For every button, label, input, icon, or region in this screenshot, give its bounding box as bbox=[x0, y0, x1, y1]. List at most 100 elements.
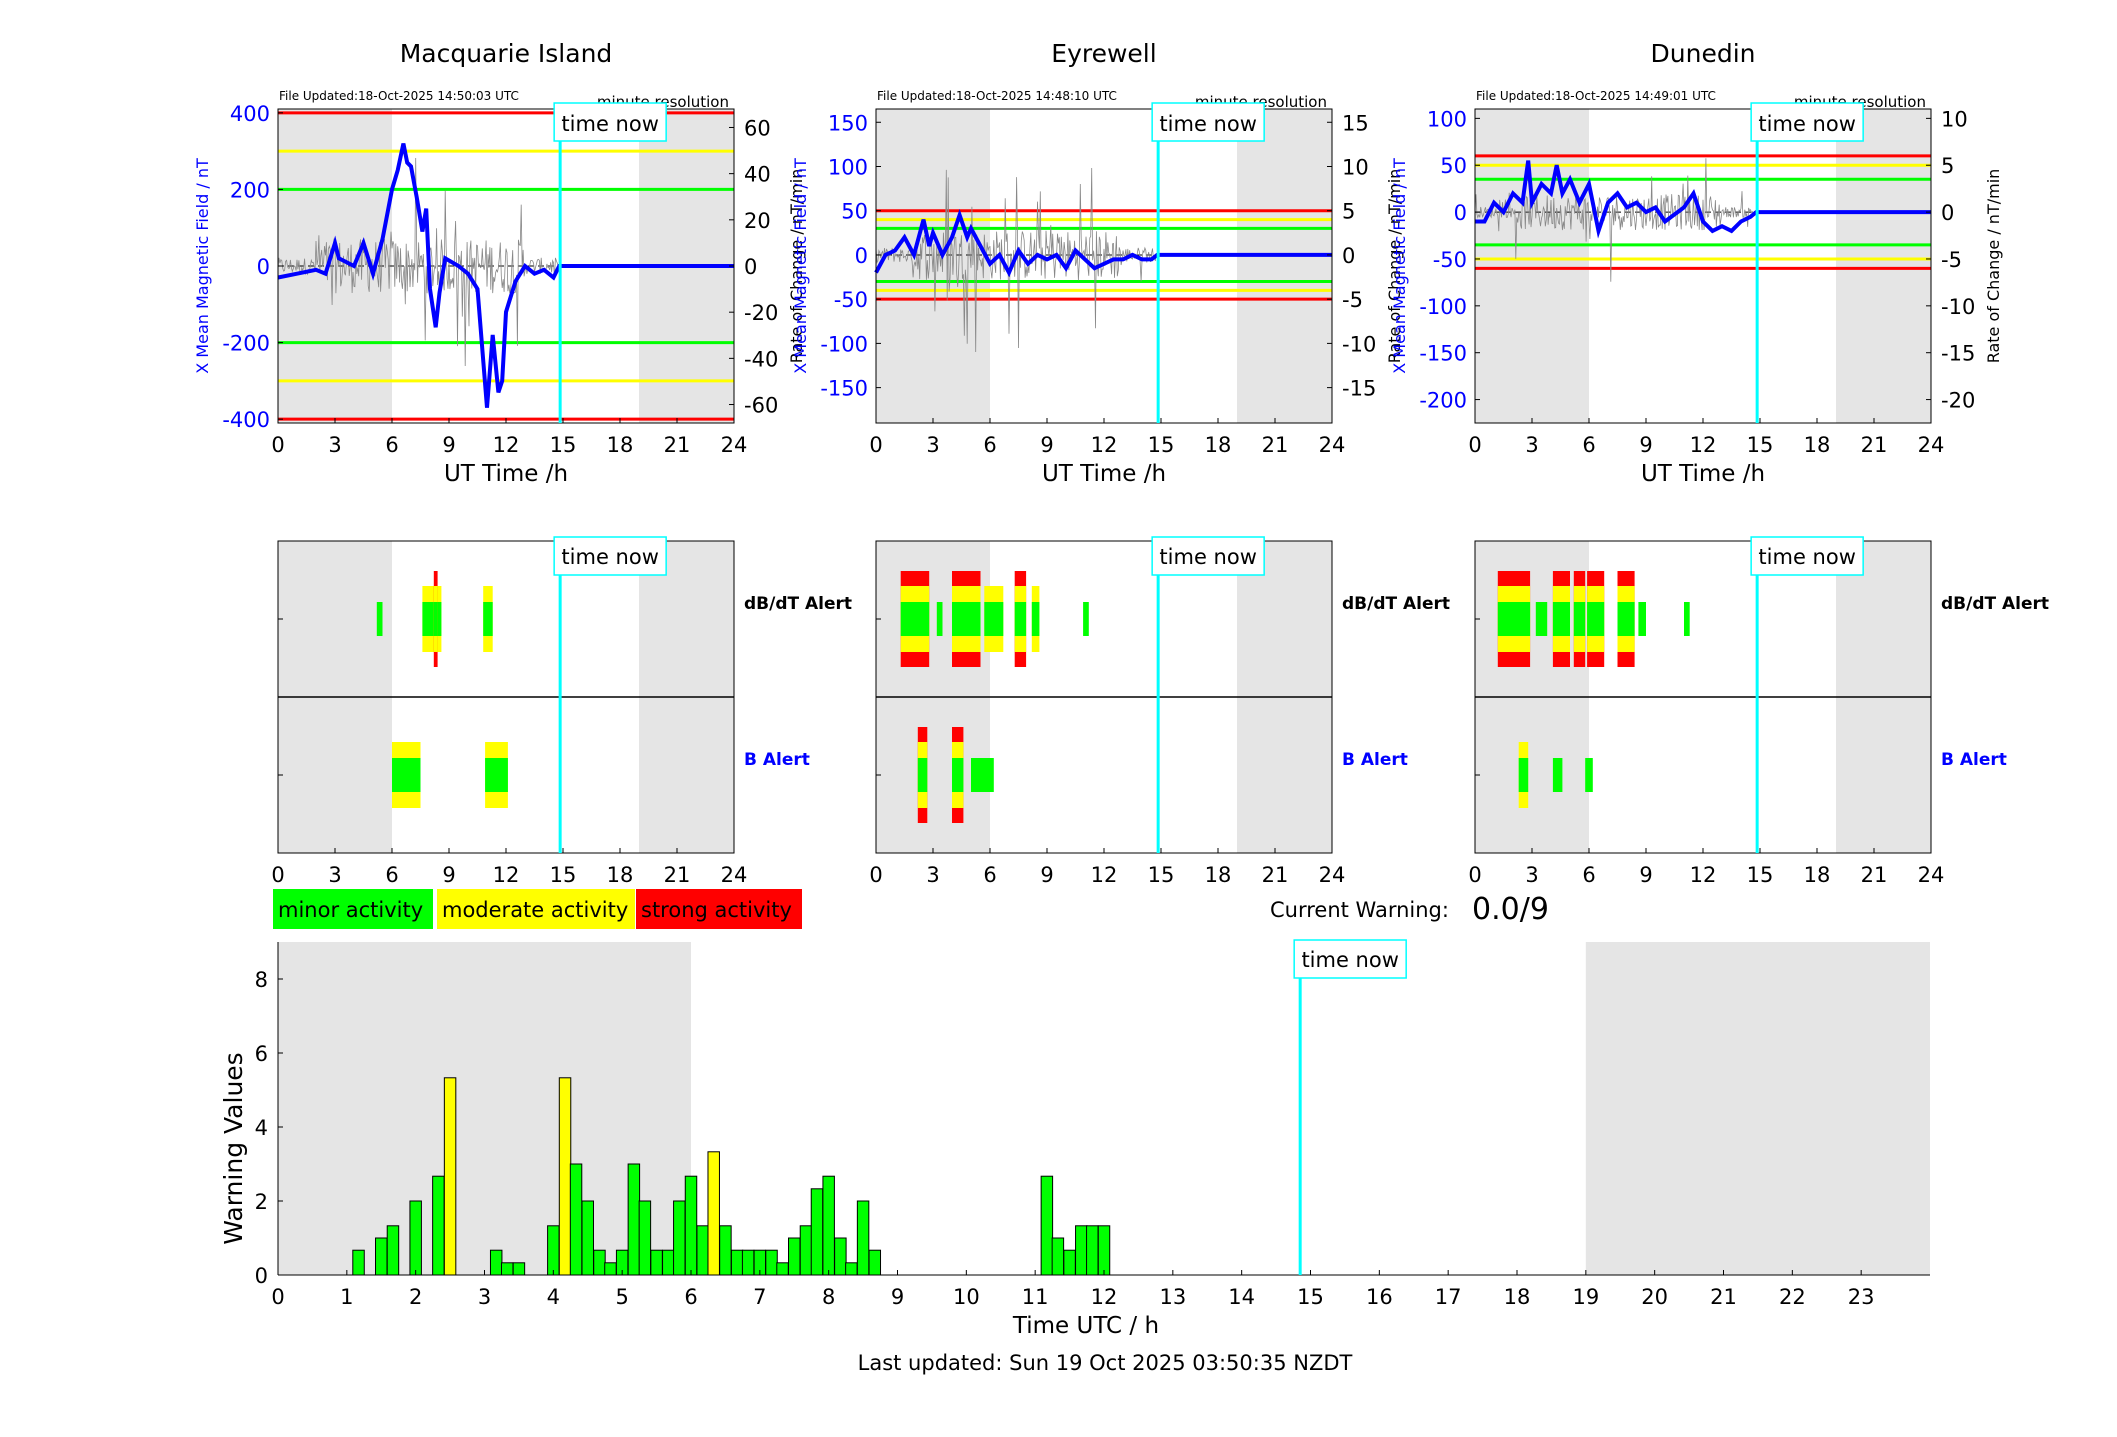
b-alert-minor bbox=[1585, 758, 1593, 792]
y-tick-label-left: -150 bbox=[1419, 342, 1467, 366]
dbdt-alert-minor bbox=[1497, 602, 1531, 636]
dbdt-alert-minor bbox=[952, 602, 981, 636]
warning-bar bbox=[662, 1249, 675, 1276]
x-tick-label: 18 bbox=[1504, 1285, 1531, 1309]
x-tick-label: 21 bbox=[664, 433, 691, 457]
y-tick-label-right: -5 bbox=[1342, 288, 1363, 312]
y-tick-label-left: -200 bbox=[222, 332, 270, 356]
x-tick-label: 9 bbox=[1639, 863, 1652, 887]
y-axis-label-left: X Mean Magnetic Field / nT bbox=[791, 158, 810, 374]
warning-bar bbox=[799, 1225, 813, 1276]
x-tick-label: 6 bbox=[385, 863, 398, 887]
dbdt-alert-minor bbox=[1552, 602, 1570, 636]
x-tick-label: 22 bbox=[1779, 1285, 1806, 1309]
warning-bar bbox=[547, 1225, 560, 1276]
dbdt-alert-minor bbox=[483, 602, 493, 636]
y-tick-label-right: -40 bbox=[744, 347, 778, 371]
x-tick-label: 23 bbox=[1848, 1285, 1875, 1309]
warning-bar bbox=[834, 1237, 847, 1276]
dbdt-alert-minor bbox=[433, 602, 438, 636]
y-tick-label-right: -60 bbox=[744, 394, 778, 418]
warning-bar bbox=[1051, 1237, 1065, 1276]
y-tick-label-left: -50 bbox=[834, 288, 868, 312]
y-tick-label-left: 100 bbox=[828, 155, 868, 179]
x-tick-label: 6 bbox=[1582, 433, 1595, 457]
x-tick-label: 12 bbox=[1690, 433, 1717, 457]
time-now-box bbox=[1750, 102, 1864, 142]
y-tick-label-left: 150 bbox=[828, 111, 868, 135]
x-tick-label: 5 bbox=[615, 1285, 628, 1309]
time-now-box bbox=[1750, 536, 1864, 576]
x-tick-label: 15 bbox=[1148, 863, 1175, 887]
x-tick-label: 3 bbox=[926, 433, 939, 457]
x-tick-label: 18 bbox=[607, 863, 634, 887]
legend-moderate-label: moderate activity bbox=[442, 898, 628, 922]
dbdt-alert-minor bbox=[1684, 602, 1690, 636]
alert-panel-1: 0 3 6 9 12 15 18 21 24 dB/dT Alert B Alert time now bbox=[869, 536, 1450, 887]
warning-bar bbox=[1040, 1175, 1054, 1276]
x-tick-label: 15 bbox=[550, 433, 577, 457]
legend-minor-label: minor activity bbox=[278, 898, 423, 922]
y-tick-label-left: 0 bbox=[855, 244, 868, 268]
time-now-box bbox=[1151, 102, 1265, 142]
file-updated-label: File Updated:18-Oct-2025 14:49:01 UTC bbox=[1476, 89, 1716, 103]
station-panel-1: Eyrewell File Updated:18-Oct-2025 14:48:1… bbox=[791, 39, 1404, 487]
b-alert-minor bbox=[485, 758, 508, 792]
time-now-label: time now bbox=[1758, 545, 1855, 569]
x-tick-label: 3 bbox=[1525, 433, 1538, 457]
legend-moderate-swatch bbox=[437, 889, 635, 929]
warning-bar bbox=[386, 1225, 400, 1276]
current-warning: Current Warning: 0.0/9 bbox=[1270, 892, 1549, 927]
y-tick-label-right: -5 bbox=[1941, 248, 1962, 272]
warning-bar bbox=[822, 1175, 835, 1276]
y-axis-label-right: Rate of Change / nT/min bbox=[1385, 169, 1404, 364]
night-band bbox=[1237, 109, 1332, 423]
y-tick-label: 2 bbox=[255, 1190, 268, 1214]
warning-bar bbox=[638, 1200, 652, 1276]
warning-bar bbox=[810, 1188, 824, 1276]
warning-bar bbox=[593, 1249, 606, 1276]
x-tick-label: 13 bbox=[1159, 1285, 1186, 1309]
dbdt-alert-label: dB/dT Alert bbox=[744, 594, 852, 614]
time-now-label: time now bbox=[1159, 112, 1256, 136]
time-now-label: time now bbox=[1301, 948, 1398, 972]
warning-bar bbox=[1097, 1225, 1111, 1276]
x-tick-label: 21 bbox=[1710, 1285, 1737, 1309]
warning-bar bbox=[569, 1163, 583, 1276]
warning-bar bbox=[650, 1249, 663, 1276]
x-tick-label: 9 bbox=[1040, 863, 1053, 887]
x-tick-label: 9 bbox=[891, 1285, 904, 1309]
y-tick-label-left: -400 bbox=[222, 408, 270, 432]
dbdt-alert-minor bbox=[1014, 602, 1027, 636]
dbdt-alert-minor bbox=[1535, 602, 1548, 636]
y-tick-label-right: -20 bbox=[1941, 389, 1975, 413]
dbdt-alert-minor bbox=[1573, 602, 1586, 636]
x-tick-label: 24 bbox=[1319, 863, 1346, 887]
x-tick-label: 18 bbox=[1804, 433, 1831, 457]
x-tick-label: 19 bbox=[1572, 1285, 1599, 1309]
x-tick-label: 7 bbox=[753, 1285, 766, 1309]
x-axis-label: UT Time /h bbox=[1641, 461, 1765, 487]
magnetic-field-trace bbox=[277, 143, 734, 408]
warning-bar bbox=[558, 1077, 572, 1276]
x-tick-label: 17 bbox=[1435, 1285, 1462, 1309]
x-tick-label: 21 bbox=[1262, 863, 1289, 887]
x-tick-label: 12 bbox=[493, 863, 520, 887]
warning-bar bbox=[1063, 1249, 1076, 1276]
x-tick-label: 0 bbox=[271, 433, 284, 457]
x-tick-label: 1 bbox=[340, 1285, 353, 1309]
y-axis-label-left: X Mean Magnetic Field / nT bbox=[193, 158, 212, 374]
x-tick-label: 12 bbox=[493, 433, 520, 457]
warning-bar bbox=[673, 1200, 686, 1276]
y-tick-label-left: -50 bbox=[1433, 248, 1467, 272]
y-tick-label-right: 40 bbox=[744, 163, 771, 187]
warning-bar bbox=[443, 1077, 457, 1276]
y-axis-label-right: Rate of Change / nT/min bbox=[1984, 169, 2003, 364]
y-tick-label-right: -15 bbox=[1342, 377, 1376, 401]
y-tick-label-left: 0 bbox=[1454, 201, 1467, 225]
y-tick-label-left: 50 bbox=[841, 200, 868, 224]
y-tick-label-right: -15 bbox=[1941, 342, 1975, 366]
warning-chart: 0 1 2 3 4 5 6 7 8 9 10 11 12 13 14 15 16 17 18 19 20 21 22 2302… bbox=[219, 939, 1930, 1339]
y-tick-label-right: 60 bbox=[744, 116, 771, 140]
